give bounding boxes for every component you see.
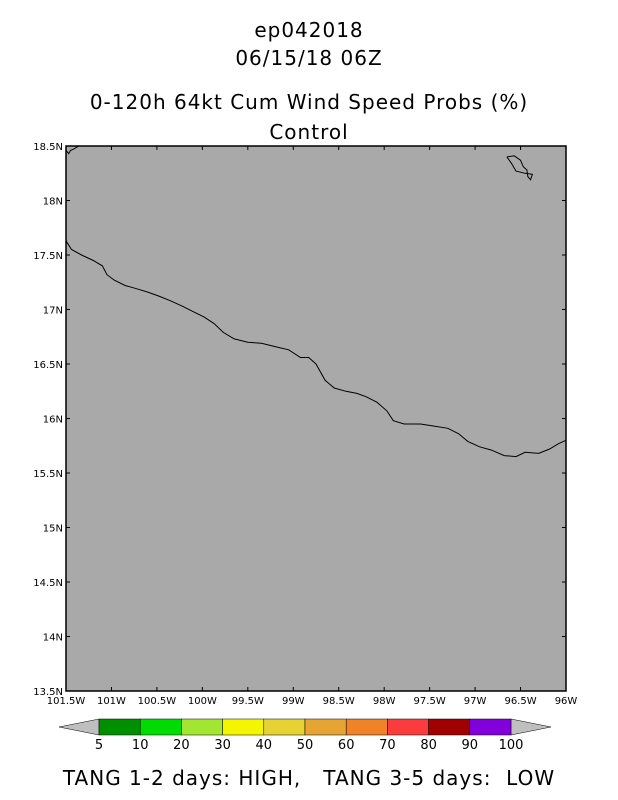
lat-tick-label: 15.5N: [33, 469, 63, 480]
colorbar-label: 70: [379, 738, 396, 753]
lat-tick-label: 18N: [43, 197, 63, 208]
tang-short-term: TANG 1-2 days: HIGH,: [62, 766, 302, 790]
storm-id-title: ep042018: [254, 18, 364, 42]
lon-tick-label: 97W: [464, 696, 487, 707]
lon-tick-label: 101W: [97, 696, 126, 707]
lon-tick-label: 99W: [282, 696, 305, 707]
lake-outline: [506, 155, 534, 181]
tang-footer: TANG 1-2 days: HIGH, TANG 3-5 days: LOW: [0, 766, 618, 790]
colorbar-label: 100: [499, 738, 524, 753]
colorbar-label: 5: [95, 738, 103, 753]
colorbar-segment: [181, 718, 223, 736]
colorbar-segment: [98, 718, 141, 736]
lon-tick-label: 96.5W: [504, 696, 536, 707]
lon-tick-label: 99.5W: [232, 696, 264, 707]
lat-tick-label: 17N: [43, 306, 63, 317]
colorbar-segment: [469, 718, 512, 736]
lon-tick-label: 97.5W: [414, 696, 446, 707]
latitude-axis: 18.5N 18N 17.5N 17N 16.5N 16N 15.5N 15N 14.5N 14N…: [33, 142, 566, 698]
colorbar-label: 50: [297, 738, 314, 753]
lon-tick-label: 98W: [373, 696, 396, 707]
lon-tick-label: 96W: [555, 696, 578, 707]
colorbar-label: 90: [462, 738, 479, 753]
colorbar-segment: [304, 718, 347, 736]
colorbar-label: 30: [214, 738, 231, 753]
colorbar: 5 10 20 30 40 50 60 70 80 90 100: [58, 718, 552, 753]
tang-long-term: TANG 3-5 days: LOW: [323, 766, 556, 790]
lat-tick-label: 17.5N: [33, 251, 63, 262]
colorbar-segment: [428, 718, 471, 736]
colorbar-low-end: [58, 718, 100, 736]
lon-tick-label: 101.5W: [47, 696, 86, 707]
colorbar-segment: [263, 718, 306, 736]
colorbar-label: 10: [132, 738, 149, 753]
colorbar-high-end: [510, 718, 552, 736]
colorbar-segment: [387, 718, 429, 736]
lat-tick-label: 16N: [43, 415, 63, 426]
longitude-axis: 101.5W 101W 100.5W 100W 99.5W 99W 98.5W 98W 97.5…: [47, 146, 578, 707]
datetime-title: 06/15/18 06Z: [235, 46, 383, 70]
product-title: 0-120h 64kt Cum Wind Speed Probs (%): [89, 90, 529, 114]
lat-tick-label: 16.5N: [33, 360, 63, 371]
lat-tick-label: 14.5N: [33, 578, 63, 589]
colorbar-label: 80: [420, 738, 437, 753]
lon-tick-label: 100W: [188, 696, 217, 707]
colorbar-label: 40: [256, 738, 273, 753]
lat-tick-label: 14N: [43, 633, 63, 644]
map-panel: [66, 146, 566, 691]
colorbar-segment: [345, 718, 388, 736]
colorbar-segment: [139, 718, 182, 736]
lat-tick-label: 13.5N: [33, 687, 63, 698]
lat-tick-label: 15N: [43, 524, 63, 535]
coastline: [65, 240, 567, 458]
run-title: Control: [269, 120, 349, 144]
colorbar-segment: [222, 718, 265, 736]
colorbar-label: 60: [338, 738, 355, 753]
lat-tick-label: 18.5N: [33, 142, 63, 153]
corner-coastline: [65, 145, 79, 155]
lon-tick-label: 98.5W: [323, 696, 355, 707]
lon-tick-label: 100.5W: [138, 696, 177, 707]
colorbar-label: 20: [173, 738, 190, 753]
